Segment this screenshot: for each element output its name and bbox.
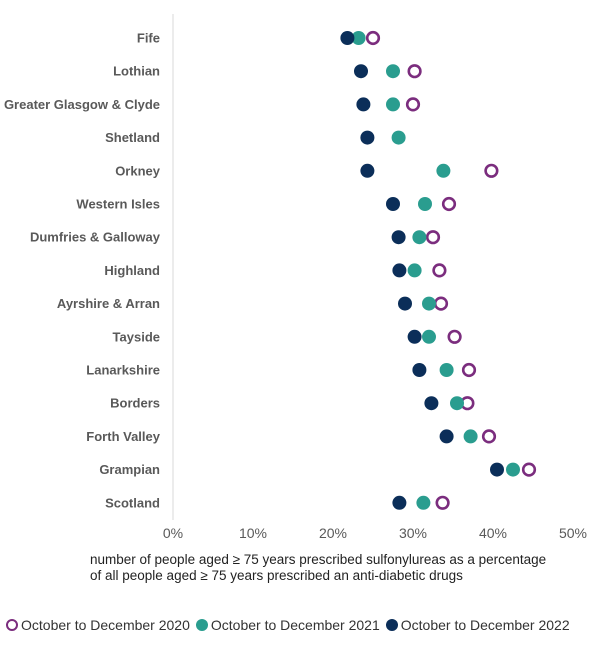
data-point-2021 xyxy=(407,263,422,278)
legend-navy-circle-icon xyxy=(385,619,398,631)
category-label: Lothian xyxy=(113,64,160,79)
legend-label: October to December 2022 xyxy=(400,617,570,633)
data-point-2022 xyxy=(386,197,400,211)
legend: October to December 2020 October to Dece… xyxy=(6,617,576,633)
data-point-2021 xyxy=(416,495,431,510)
data-point-2022 xyxy=(392,263,407,278)
category-label: Forth Valley xyxy=(86,429,160,444)
data-point-2020 xyxy=(435,495,450,510)
data-point-2020 xyxy=(425,230,441,245)
data-point-2020 xyxy=(447,329,462,344)
legend-label: October to December 2021 xyxy=(210,617,380,633)
x-tick-label: 30% xyxy=(399,525,427,541)
category-label: Greater Glasgow & Clyde xyxy=(4,97,160,112)
category-label: Western Isles xyxy=(76,197,160,212)
category-label: Highland xyxy=(104,263,160,278)
legend-item-2020: October to December 2020 xyxy=(6,617,190,633)
category-label: Orkney xyxy=(115,163,161,178)
data-point-2021 xyxy=(386,64,400,79)
data-point-2022 xyxy=(340,31,355,45)
data-point-2022 xyxy=(439,429,454,444)
category-label: Dumfries & Galloway xyxy=(30,230,161,245)
legend-label: October to December 2020 xyxy=(21,617,190,633)
category-label: Lanarkshire xyxy=(86,363,160,378)
category-label: Fife xyxy=(137,31,160,46)
category-label: Scotland xyxy=(105,495,160,510)
x-tick-labels: 0% 10% 20% 30% 40% 50% xyxy=(163,525,587,541)
x-tick-label: 10% xyxy=(239,525,267,541)
x-tick-label: 0% xyxy=(163,525,183,541)
data-point-2021 xyxy=(422,296,436,311)
data-point-2021 xyxy=(436,163,451,178)
data-point-2021 xyxy=(439,363,454,377)
x-tick-label: 20% xyxy=(319,525,347,541)
data-point-2022 xyxy=(412,363,427,377)
category-label: Shetland xyxy=(105,130,160,145)
data-point-2022 xyxy=(391,230,406,245)
category-label: Ayrshire & Arran xyxy=(57,296,160,311)
category-label: Grampian xyxy=(99,462,160,477)
data-point-2021 xyxy=(412,230,427,245)
data-point-2020 xyxy=(365,30,381,46)
data-point-2020 xyxy=(484,163,499,178)
data-point-2020 xyxy=(461,362,477,378)
data-point-2021 xyxy=(418,197,432,211)
data-point-2022 xyxy=(424,396,439,411)
legend-hollow-circle-icon xyxy=(6,619,18,631)
data-point-2021 xyxy=(386,97,400,112)
data-point-2022 xyxy=(360,130,375,145)
category-label: Tayside xyxy=(113,329,160,344)
category-label: Borders xyxy=(110,396,160,411)
legend-teal-circle-icon xyxy=(195,619,208,631)
data-point-2020 xyxy=(405,97,421,112)
data-point-2021 xyxy=(463,429,478,444)
dot-plot-chart: Fife Lothian Greater Glasgow & Clyde Shetla… xyxy=(4,14,587,541)
category-labels: Fife Lothian Greater Glasgow & Clyde Shetla… xyxy=(4,31,161,511)
data-point-2022 xyxy=(354,64,368,79)
data-point-2022 xyxy=(398,296,412,311)
x-axis-label: number of people aged ≥ 75 years prescri… xyxy=(90,552,547,583)
data-point-2022 xyxy=(356,97,371,112)
x-tick-label: 40% xyxy=(479,525,507,541)
data-point-2020 xyxy=(521,462,537,477)
data-point-2020 xyxy=(407,64,422,79)
data-point-2020 xyxy=(481,429,497,444)
data-point-2020 xyxy=(432,263,447,278)
data-point-2022 xyxy=(490,462,504,477)
data-point-2021 xyxy=(506,462,520,477)
data-point-2020 xyxy=(433,296,449,311)
data-point-2022 xyxy=(360,163,375,178)
data-point-2021 xyxy=(422,329,436,344)
data-point-2021 xyxy=(351,31,366,45)
legend-item-2022: October to December 2022 xyxy=(385,617,570,633)
data-points xyxy=(340,30,537,510)
data-point-2021 xyxy=(450,396,464,411)
x-tick-label: 50% xyxy=(559,525,587,541)
data-point-2022 xyxy=(392,495,407,510)
legend-item-2021: October to December 2021 xyxy=(195,617,380,633)
data-point-2020 xyxy=(441,196,457,212)
data-point-2021 xyxy=(391,130,406,145)
data-point-2022 xyxy=(407,329,422,344)
